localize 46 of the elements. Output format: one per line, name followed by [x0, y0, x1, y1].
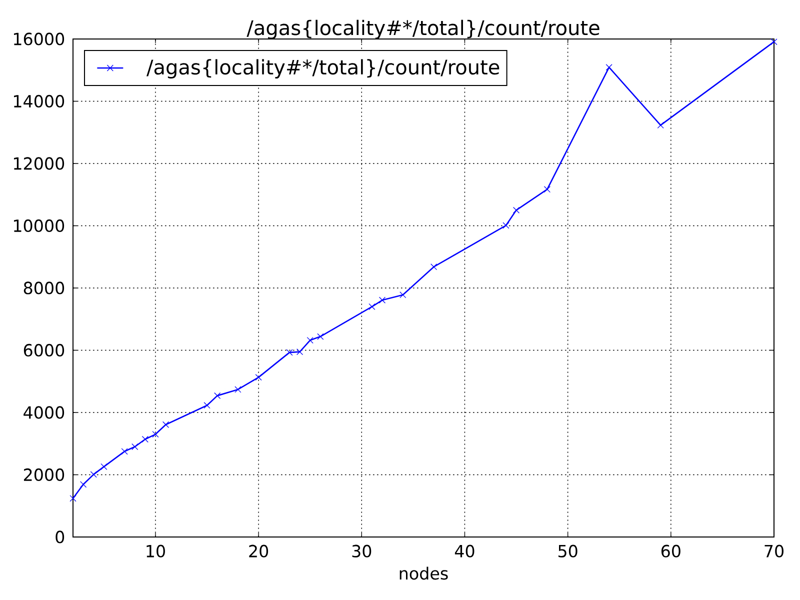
point: [606, 64, 612, 71]
x-tick-label: 30: [352, 544, 372, 558]
chart-title: /agas{locality#*/total}/count/route: [246, 20, 600, 40]
point: [544, 186, 551, 193]
point: [430, 264, 438, 270]
point: [255, 374, 262, 381]
point: [132, 443, 138, 450]
point: [70, 495, 76, 502]
x-tick-label: 20: [249, 544, 268, 558]
point: [142, 436, 148, 443]
point: [296, 348, 304, 356]
point: [162, 421, 170, 428]
point: [657, 122, 664, 129]
y-tick-label: 16000: [14, 32, 64, 46]
point: [80, 481, 87, 488]
x-tick-label: 70: [764, 544, 784, 558]
y-tick-label: 2000: [24, 468, 64, 482]
y-tick-label: 14000: [14, 94, 64, 108]
legend-label: /agas{locality#*/total}/count/route: [146, 59, 500, 79]
point: [378, 296, 386, 304]
y-tick-label: 12000: [14, 157, 64, 170]
x-tick-label: 60: [661, 544, 680, 558]
x-axis-title: nodes: [400, 566, 448, 580]
point: [90, 471, 97, 478]
point: [121, 448, 128, 455]
point: [234, 386, 242, 393]
point: [400, 292, 406, 298]
point: [317, 333, 324, 340]
y-tick-label: 10000: [14, 219, 64, 232]
x-tick-label: 40: [454, 544, 474, 558]
y-tick-label: 0: [56, 530, 64, 544]
x-tick-label: 10: [146, 544, 165, 558]
point: [152, 430, 159, 438]
point: [770, 38, 778, 46]
point: [100, 463, 108, 470]
point: [204, 402, 210, 409]
point: [368, 303, 376, 310]
y-tick-label: 4000: [24, 406, 64, 419]
point: [512, 206, 520, 214]
y-tick-label: 6000: [24, 344, 64, 357]
point: [306, 336, 314, 344]
point: [502, 222, 510, 229]
point: [286, 349, 293, 356]
x-tick-label: 50: [558, 544, 578, 558]
point: [214, 392, 221, 399]
y-tick-label: 8000: [24, 282, 64, 294]
